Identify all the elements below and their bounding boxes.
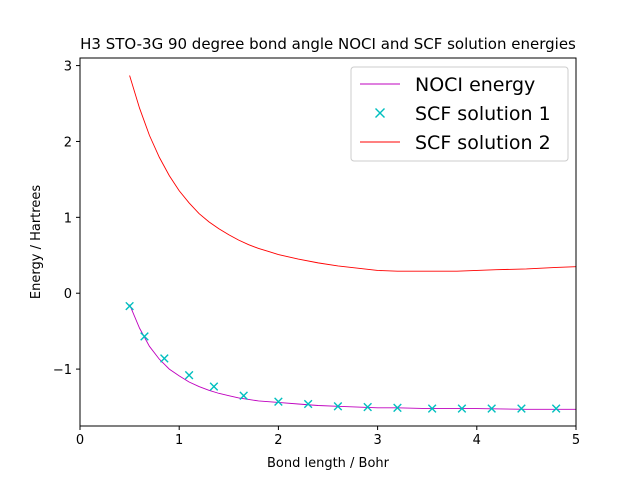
marker-stroke [209,382,219,391]
marker-stroke [393,403,402,413]
series-layer [125,75,577,413]
axes-frame [79,57,577,427]
series-marker [427,404,437,413]
marker-stroke [457,404,467,413]
legend-swatch [375,108,385,118]
legend-label: SCF solution 1 [415,103,551,125]
marker-stroke [160,354,169,363]
y-tick-label: 3 [64,60,72,75]
x-tick-label: 0 [76,433,84,448]
marker-stroke [140,332,149,341]
legend-label: NOCI energy [415,74,535,96]
series-marker [274,397,283,407]
marker-stroke [551,404,561,413]
series-marker [551,404,561,413]
series-marker [239,391,248,400]
y-tick-label: 1 [64,211,72,226]
series-marker [184,370,194,380]
series-marker [363,402,372,412]
x-tick-label: 5 [572,433,580,448]
axes-layer: 0 1 2 3 4 5 −1 0 1 2 3 [53,57,580,448]
x-axis-label: Bond length / Bohr [267,456,390,471]
series-line-3 [129,75,577,272]
legend-label: SCF solution 2 [415,132,551,154]
x-tick-label: 4 [473,433,481,448]
y-tick-label: 0 [64,287,72,302]
y-tick-label: 2 [64,135,72,150]
marker-stroke [274,397,283,407]
marker-stroke [363,402,372,412]
series-marker [487,404,496,413]
legend-item: NOCI energy [360,74,535,96]
series-marker [517,404,526,413]
x-tick-label: 3 [373,433,381,448]
y-axis-label: Energy / Hartrees [29,185,44,299]
series-marker [393,403,402,413]
chart-title: H3 STO-3G 90 degree bond angle NOCI and … [80,35,576,53]
series-marker [457,404,467,413]
legend-item: SCF solution 1 [375,103,551,125]
series-marker [303,399,313,409]
marker-stroke [487,404,496,413]
series-marker [333,401,343,411]
x-tick-label: 2 [274,433,282,448]
marker-stroke [125,301,134,311]
legend-box [350,66,569,162]
marker-stroke [517,404,526,413]
series-marker [140,332,149,341]
x-tick-label: 1 [175,433,183,448]
marker-stroke [427,404,437,413]
series-marker [209,382,219,391]
y-tick-label: −1 [53,363,72,378]
legend-item: SCF solution 2 [360,132,551,154]
marker-stroke [333,401,343,411]
marker-stroke [303,399,313,409]
marker-stroke [239,391,248,400]
series-line-1 [129,304,576,410]
series-marker [125,301,134,311]
series-marker [160,354,169,363]
legend: NOCI energy SCF solution 1 SCF solution 2 [350,66,569,162]
marker-stroke [184,370,194,380]
